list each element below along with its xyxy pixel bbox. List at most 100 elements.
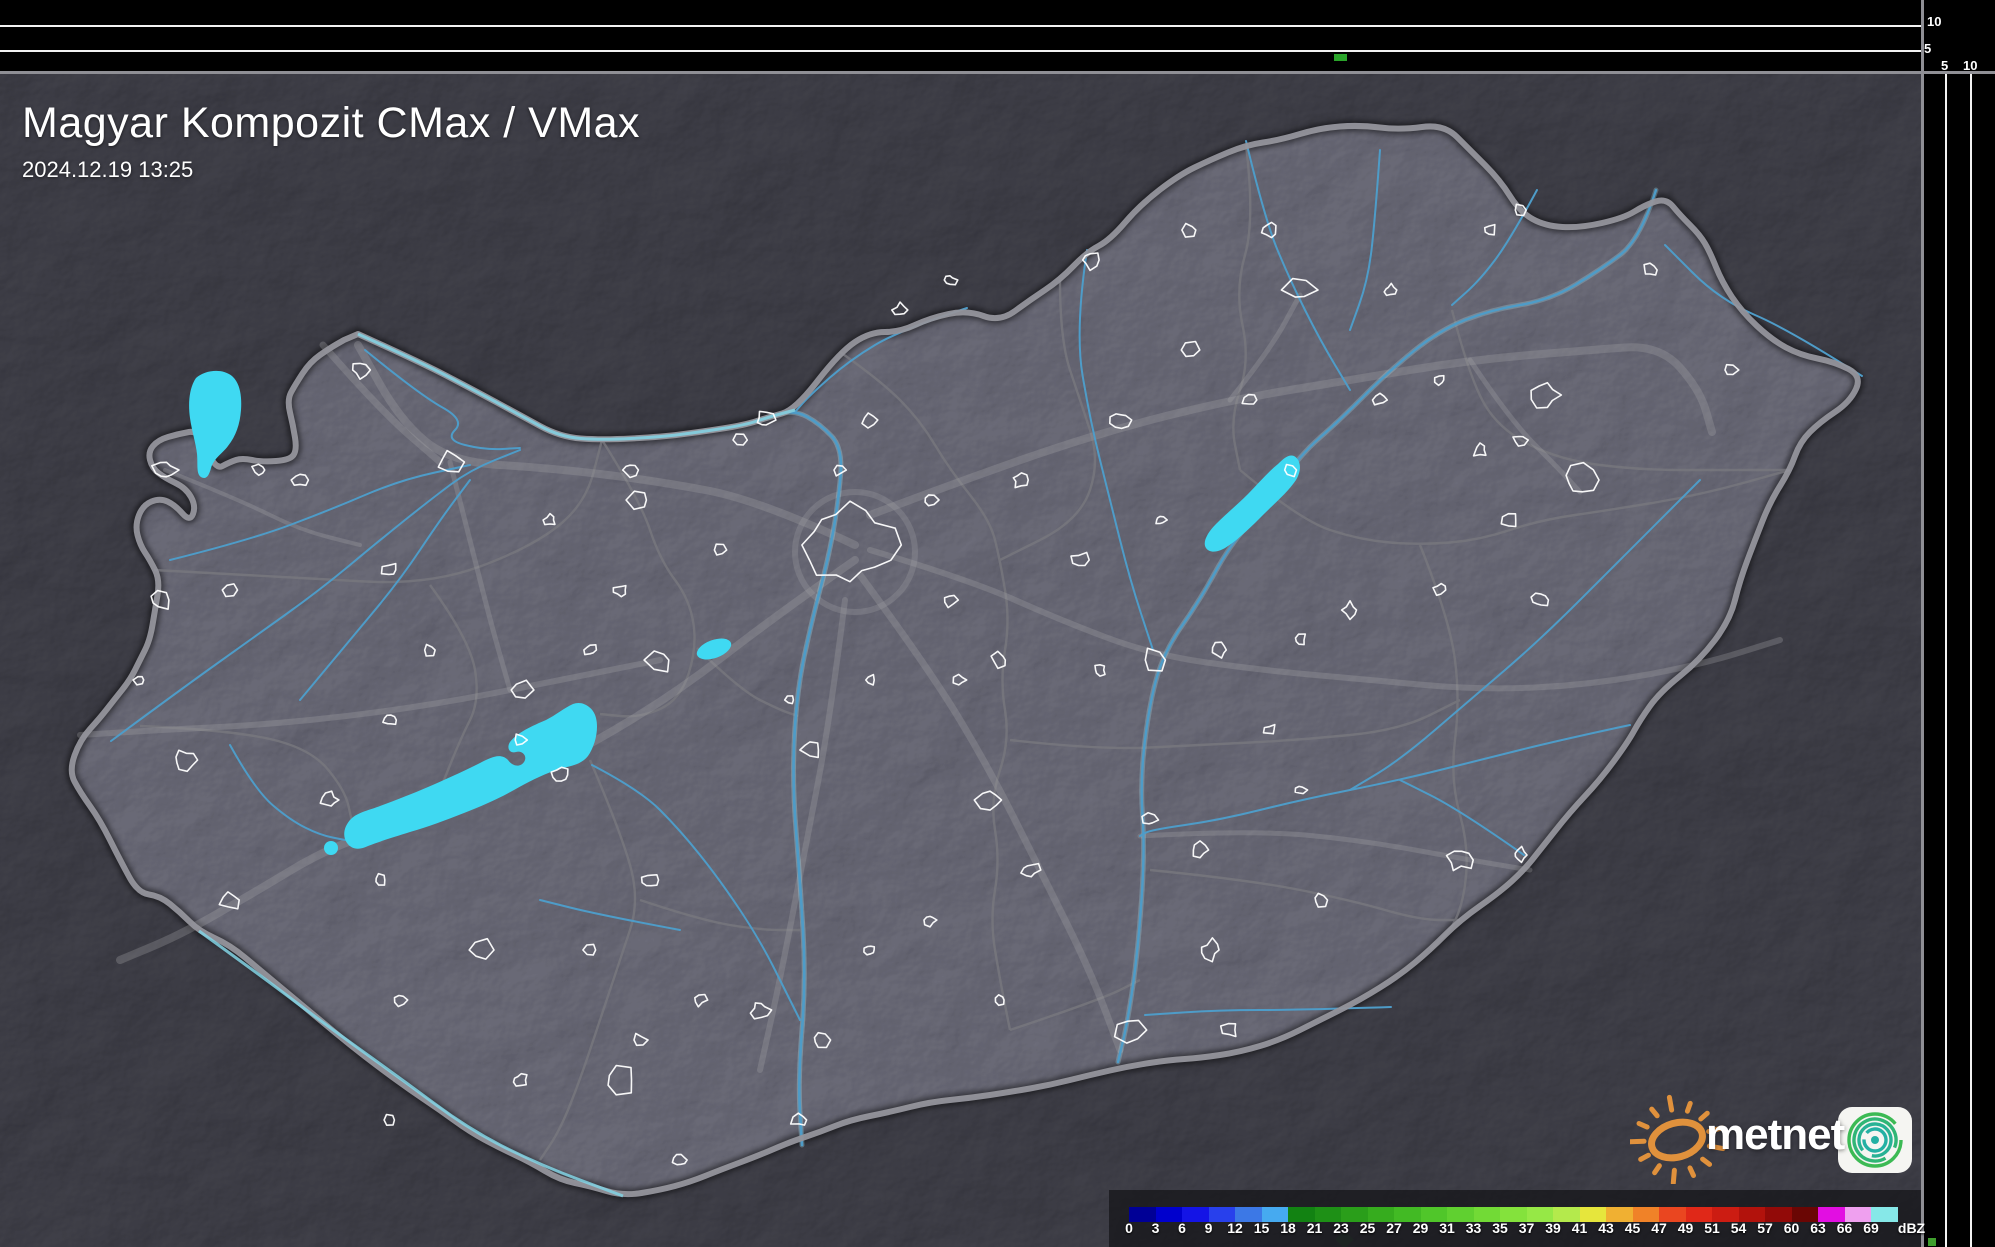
city-outline — [1530, 592, 1550, 607]
city-outline — [375, 872, 386, 886]
legend-cell — [1288, 1207, 1315, 1222]
map-right-divider — [1921, 0, 1924, 1247]
city-outline — [514, 733, 529, 746]
city-outline — [1219, 1022, 1237, 1038]
metnet-app-icon — [1838, 1107, 1912, 1173]
legend-tick-label: 47 — [1651, 1220, 1667, 1236]
city-outline — [1565, 461, 1600, 493]
legend-tick-label: 35 — [1492, 1220, 1508, 1236]
scale-rule-10 — [1970, 74, 1972, 1247]
city-outline — [1432, 582, 1447, 597]
city-outline — [952, 673, 968, 686]
city-outline — [621, 464, 640, 479]
city-outline — [437, 449, 466, 473]
page-title: Magyar Kompozit CMax / VMax — [22, 99, 641, 147]
city-outline — [1070, 551, 1090, 567]
city-outline — [640, 874, 660, 887]
city-outline — [713, 543, 728, 556]
city-outline — [542, 512, 556, 526]
city-outline — [861, 412, 879, 429]
city-outline — [1280, 277, 1319, 298]
legend-tick-label: 45 — [1624, 1220, 1641, 1236]
city-outline — [582, 943, 597, 956]
city-outline — [290, 473, 310, 487]
city-outline — [1192, 840, 1210, 859]
city-outline — [891, 301, 909, 316]
city-outline — [694, 993, 709, 1008]
city-outline — [643, 650, 670, 673]
city-outline — [218, 891, 240, 910]
city-outline — [1144, 647, 1167, 672]
scale-indicator — [1928, 1238, 1936, 1246]
timeline-rule-10 — [0, 25, 1921, 27]
city-outline — [1020, 862, 1042, 878]
legend-cell — [1685, 1207, 1712, 1222]
city-outline — [923, 915, 938, 928]
legend-cell — [1579, 1207, 1606, 1222]
city-outlines — [132, 203, 1740, 1166]
city-outline — [1294, 785, 1309, 795]
scale-rule-5 — [1945, 74, 1947, 1247]
city-outline — [1094, 664, 1106, 677]
city-outline — [1081, 252, 1100, 272]
legend-tick-label: 49 — [1677, 1220, 1694, 1236]
city-outline — [1643, 262, 1658, 276]
city-outline — [423, 643, 436, 657]
legend-tick-label: 66 — [1836, 1220, 1853, 1236]
legend-tick-label: 51 — [1704, 1220, 1720, 1236]
legend-cell — [1659, 1207, 1686, 1222]
legend-cell — [1818, 1207, 1845, 1222]
legend-tick-label: 39 — [1545, 1220, 1561, 1236]
city-outline — [1445, 850, 1474, 872]
legend-unit-label: dBZ — [1897, 1220, 1926, 1236]
lake-kis-balaton — [324, 841, 338, 855]
lake-velence — [696, 638, 732, 660]
timeline-rule-5 — [0, 50, 1921, 52]
legend-cell — [1314, 1207, 1341, 1222]
city-outline — [1211, 641, 1228, 659]
legend-tick-label: 27 — [1386, 1220, 1402, 1236]
x-axis-label-10: 10 — [1963, 58, 1978, 73]
city-outline — [865, 673, 875, 686]
city-outline — [132, 675, 145, 686]
lake-balaton — [344, 702, 598, 849]
legend-tick-label: 25 — [1359, 1220, 1376, 1236]
city-outline — [1012, 472, 1029, 489]
city-outline — [607, 1064, 633, 1096]
country-border — [68, 122, 1861, 1198]
legend-tick-label: 33 — [1465, 1220, 1482, 1236]
city-outline — [749, 1002, 773, 1020]
legend-cell — [1129, 1207, 1156, 1222]
city-outline — [732, 433, 749, 446]
city-outline — [1340, 600, 1358, 621]
city-outline — [943, 594, 960, 609]
city-outline — [1260, 221, 1277, 239]
city-outline — [799, 741, 820, 759]
city-outline — [510, 679, 535, 699]
metnet-logo: metnet — [1630, 1094, 1922, 1184]
city-outline — [150, 589, 170, 610]
city-outline — [1500, 512, 1517, 528]
city-outline — [468, 937, 495, 960]
sun-icon — [1630, 1094, 1726, 1184]
city-outline — [1514, 203, 1527, 217]
legend-cell — [1208, 1207, 1235, 1222]
city-outline — [583, 644, 598, 656]
legend-cell — [1500, 1207, 1527, 1222]
map-top-divider — [0, 71, 1995, 74]
legend-tick-label: 23 — [1333, 1220, 1349, 1236]
city-outline — [351, 362, 372, 380]
legend-tick-label: 3 — [1151, 1220, 1160, 1236]
legend-tick-label: 6 — [1178, 1220, 1186, 1236]
timeline-position-marker[interactable] — [1334, 54, 1347, 61]
city-outline — [756, 410, 777, 426]
legend-tick-label: 60 — [1783, 1220, 1800, 1236]
city-outline — [1200, 937, 1220, 963]
city-outline — [833, 464, 848, 477]
city-outline — [1109, 413, 1133, 430]
city-outline — [221, 583, 239, 598]
city-outline — [633, 1032, 649, 1047]
